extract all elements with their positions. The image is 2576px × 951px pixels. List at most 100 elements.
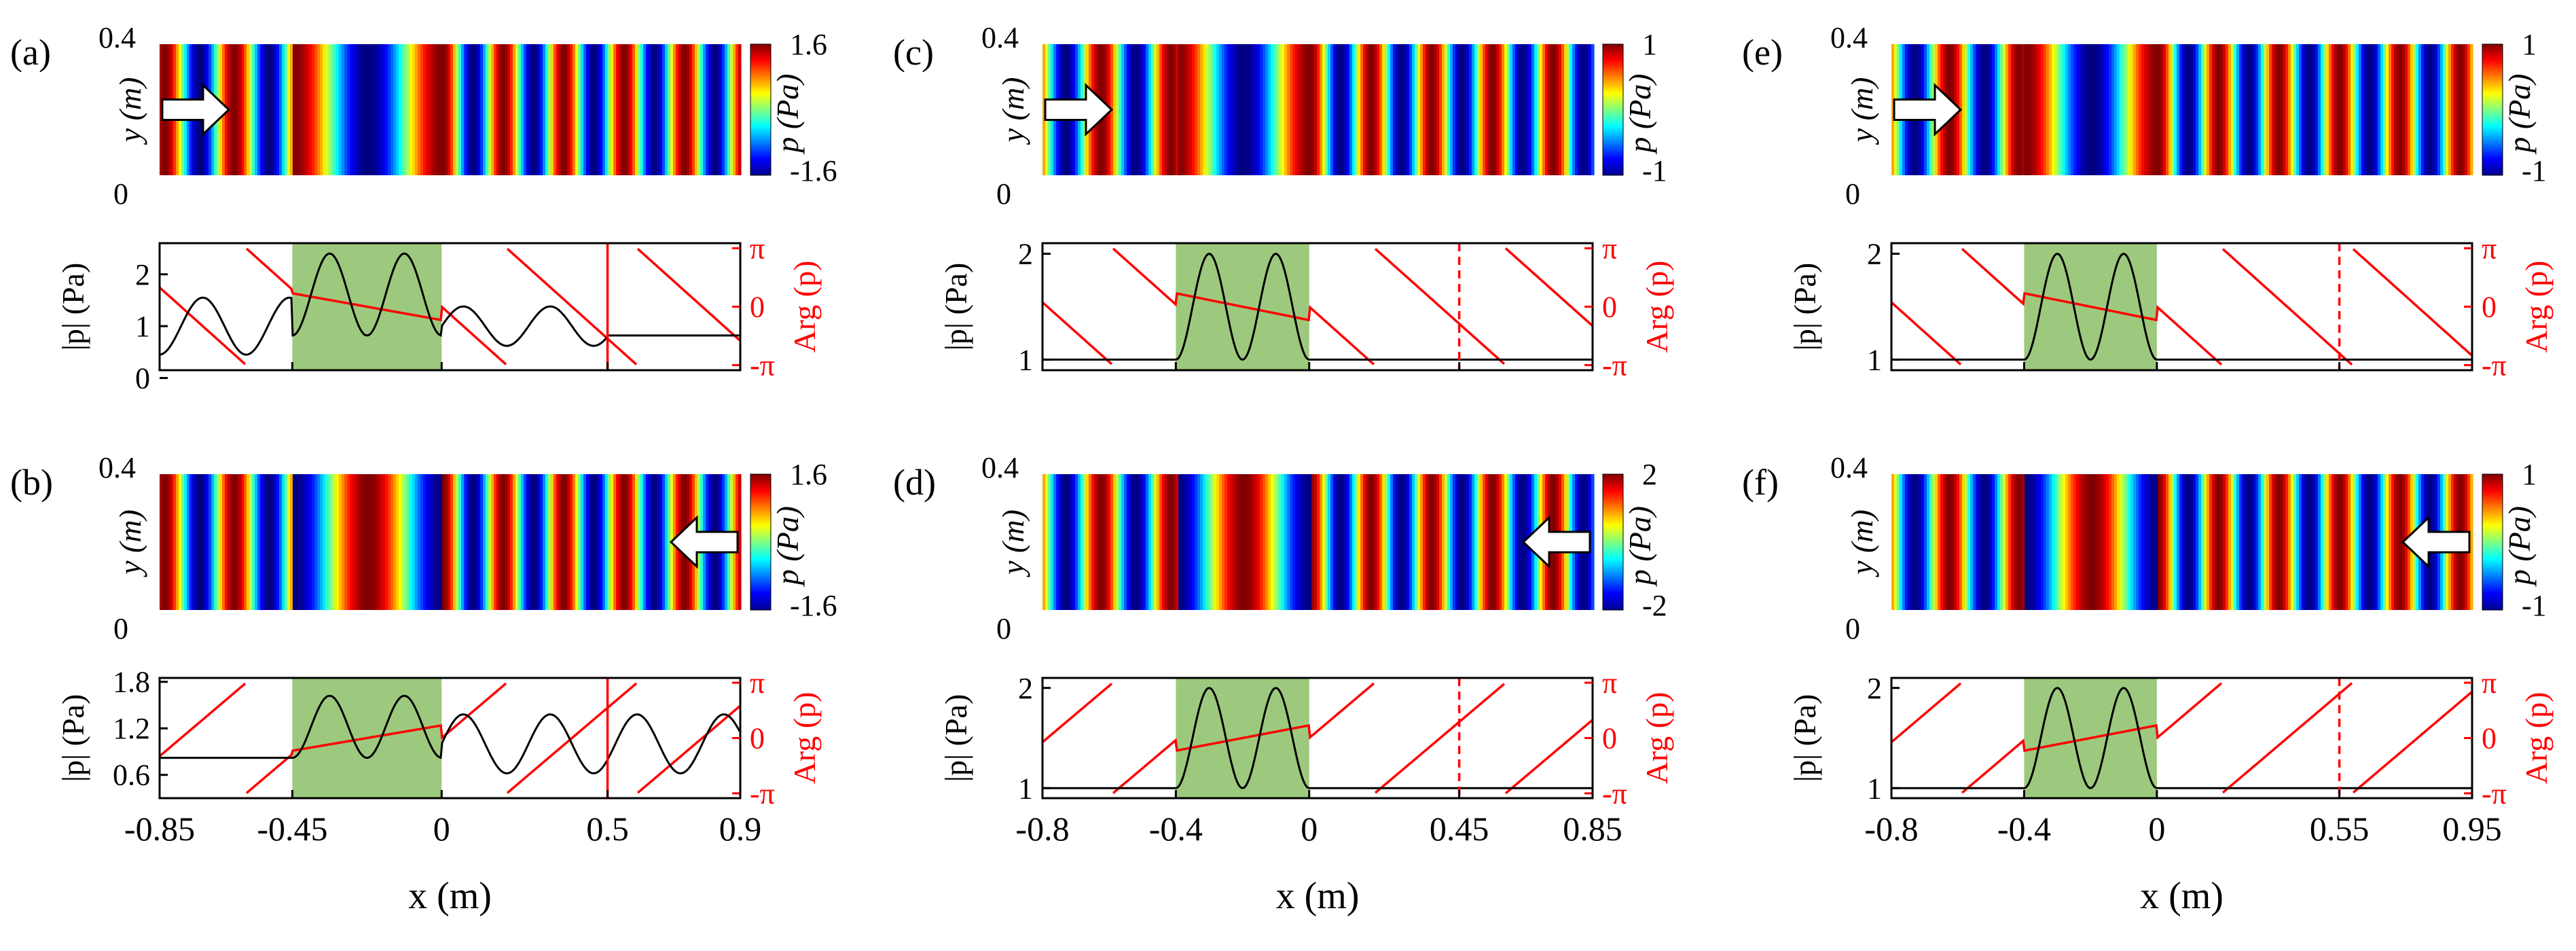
phase-tick-label: -π [750,349,775,382]
field-stripe [1116,44,1119,175]
field-stripe [2169,44,2172,175]
field-stripe [2068,44,2071,175]
field-stripe [1284,474,1288,610]
field-stripe [703,44,706,175]
field-stripe [616,474,619,610]
field-stripe [2006,474,2009,610]
field-stripe [1173,44,1176,175]
amp-tick-label: 1 [1018,772,1033,805]
field-stripe [2125,44,2128,175]
field-stripe [2231,474,2234,610]
field-stripe [1263,474,1266,610]
colorbar-label: p (Pa) [770,73,805,154]
field-stripe [271,44,274,175]
field-stripe [2266,44,2270,175]
field-stripe [1493,44,1497,175]
field-stripe [681,44,685,175]
field-stripe [380,474,383,610]
field-stripe [1466,44,1470,175]
amp-tick-label: 1.2 [113,712,150,745]
field-stripe [727,44,731,175]
field-stripe [518,474,522,610]
field-stripe [2285,44,2289,175]
field-stripe [2470,44,2473,175]
field-stripe [1938,474,1941,610]
panel-d: (d) 0.4 0 y (m) 2 -2p (Pa) 1 2 |p| (Pa) π 0 -π Arg (… [893,451,1674,917]
field-stripe [445,474,448,610]
field-stripe [1176,44,1179,175]
field-stripe [1230,44,1233,175]
field-stripe [570,474,573,610]
field-stripe [2315,44,2319,175]
field-ytick-bottom: 0 [113,612,128,645]
field-stripe [2226,474,2229,610]
field-stripe [2057,474,2061,610]
field-stripe [2296,44,2300,175]
field-stripe [1216,474,1220,610]
colorbar-min: -2 [1642,589,1667,622]
field-stripe [1339,44,1342,175]
field-stripe [1341,44,1345,175]
field-stripe [2190,44,2194,175]
x-tick-label: 0 [2148,810,2165,848]
field-stripe [2310,474,2313,610]
field-stripe [257,44,261,175]
field-stripe [2291,474,2294,610]
field-stripe [2027,474,2031,610]
field-stripe [374,44,378,175]
field-stripe [1162,474,1165,610]
field-stripe [1219,44,1222,175]
field-stripe [2332,474,2335,610]
amp-tick-label: 0.6 [113,759,150,792]
field-stripe [1075,474,1078,610]
field-stripe [1102,474,1106,610]
field-stripe [597,44,600,175]
field-stripe [1140,474,1144,610]
field-stripe [1382,44,1385,175]
field-stripe [1987,44,1990,175]
field-stripe [494,474,497,610]
field-stripe [2087,44,2090,175]
field-stripe [266,474,269,610]
colorbar-label: p (Pa) [2502,73,2537,154]
field-stripe [1502,44,1505,175]
field-stripe [162,474,166,610]
field-stripe [1967,44,1971,175]
field-stripe [640,474,644,610]
field-stripe [1238,474,1241,610]
field-stripe [1542,44,1546,175]
amplitude-curve [160,694,741,774]
field-stripe [2310,44,2313,175]
field-stripe [230,44,234,175]
field-stripe [1184,474,1187,610]
field-stripe [2446,44,2449,175]
field-stripe [2038,474,2042,610]
field-stripe [2285,474,2289,610]
field-stripe [1214,474,1217,610]
field-stripe [1992,474,1995,610]
field-stripe [2177,44,2180,175]
field-stripe [1246,474,1250,610]
field-stripe [1132,44,1136,175]
field-stripe [1309,474,1312,610]
field-stripe [692,44,695,175]
field-stripe [1488,474,1491,610]
field-stripe [2185,44,2188,175]
field-stripe [2397,44,2400,175]
field-stripe [2152,44,2156,175]
field-stripe [2212,474,2215,610]
field-stripe [2253,474,2256,610]
phase-tick-label: π [2482,666,2497,700]
field-stripe [1303,44,1307,175]
field-stripe [1045,474,1049,610]
field-stripe [2166,474,2169,610]
field-stripe [2353,474,2357,610]
field-stripe [2044,474,2047,610]
field-stripe [1249,44,1252,175]
wave-direction-arrow-icon [1521,515,1591,569]
field-stripe [208,474,212,610]
field-stripe [2220,474,2224,610]
field-stripe [2174,474,2177,610]
field-stripe [445,44,448,175]
field-stripe [654,44,657,175]
